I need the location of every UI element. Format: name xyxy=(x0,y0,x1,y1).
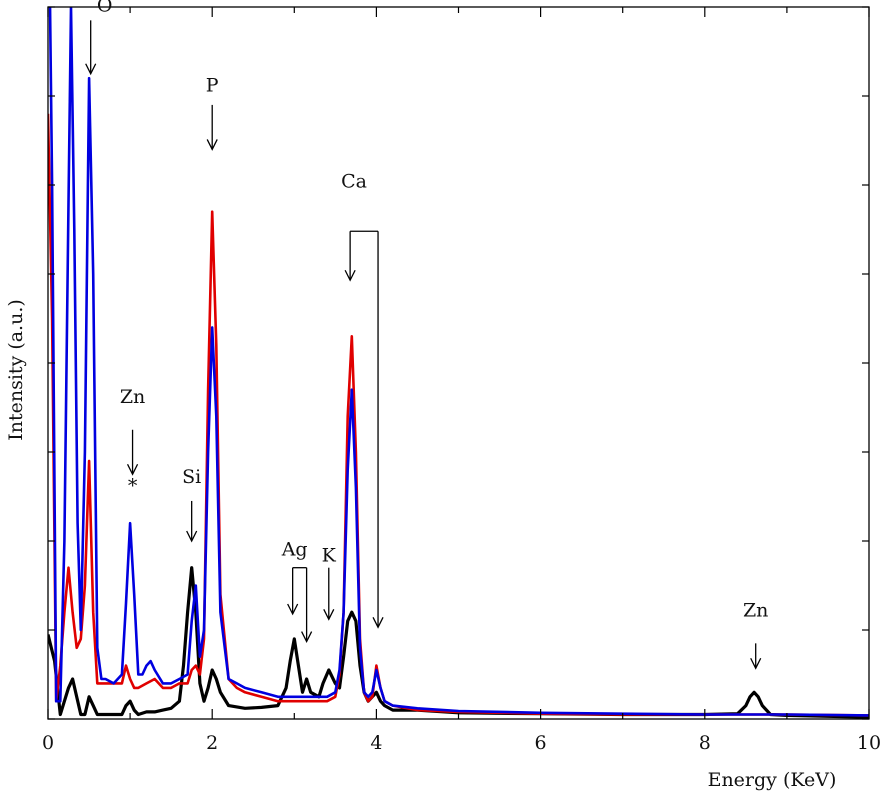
x-axis-title: Energy (KeV) xyxy=(708,769,837,791)
spectrum-series-0 xyxy=(48,566,869,719)
peak-label-zn: Zn xyxy=(743,600,768,622)
peak-arrow-0-head xyxy=(85,63,97,76)
y-axis-title: Intensity (a.u.) xyxy=(5,299,27,441)
peak-arrow-5-head xyxy=(750,657,762,670)
peak-arrow-2-head xyxy=(126,463,139,476)
x-tick-label: 6 xyxy=(535,732,547,754)
bracket-arrow-right-0-head xyxy=(301,631,313,644)
bracket-arrow-left-1-head xyxy=(344,269,356,282)
peak-label-ca: Ca xyxy=(341,170,367,192)
series-layer xyxy=(48,7,869,719)
peak-label-k: K xyxy=(322,544,337,566)
x-tick-label: 8 xyxy=(699,732,711,754)
x-tick-label: 2 xyxy=(206,732,218,754)
peak-arrow-3-head xyxy=(186,530,198,543)
x-tick-label: 10 xyxy=(857,732,881,754)
spectrum-series-1 xyxy=(48,113,869,717)
spectrum-series-2 xyxy=(48,7,869,717)
ticks-layer: 0 2 4 6 8 10 xyxy=(42,6,881,754)
bracket-arrow-right-1-head xyxy=(372,617,384,629)
peak-label-ag: Ag xyxy=(281,538,308,560)
peak-label-zn: Zn xyxy=(120,386,145,408)
bracket-arrow-left-0-head xyxy=(287,603,299,616)
peak-label-p: P xyxy=(206,75,219,97)
x-tick-label: 4 xyxy=(370,732,382,754)
peak-marker: * xyxy=(128,475,138,497)
peak-label-o: O xyxy=(97,0,113,16)
peak-label-si: Si xyxy=(182,466,201,488)
annotation-layer: O P Zn * Si K Zn Ag Ca xyxy=(85,0,768,670)
peak-arrow-1-head xyxy=(206,139,218,151)
peak-arrow-4-head xyxy=(323,609,335,621)
x-tick-label: 0 xyxy=(42,732,54,754)
